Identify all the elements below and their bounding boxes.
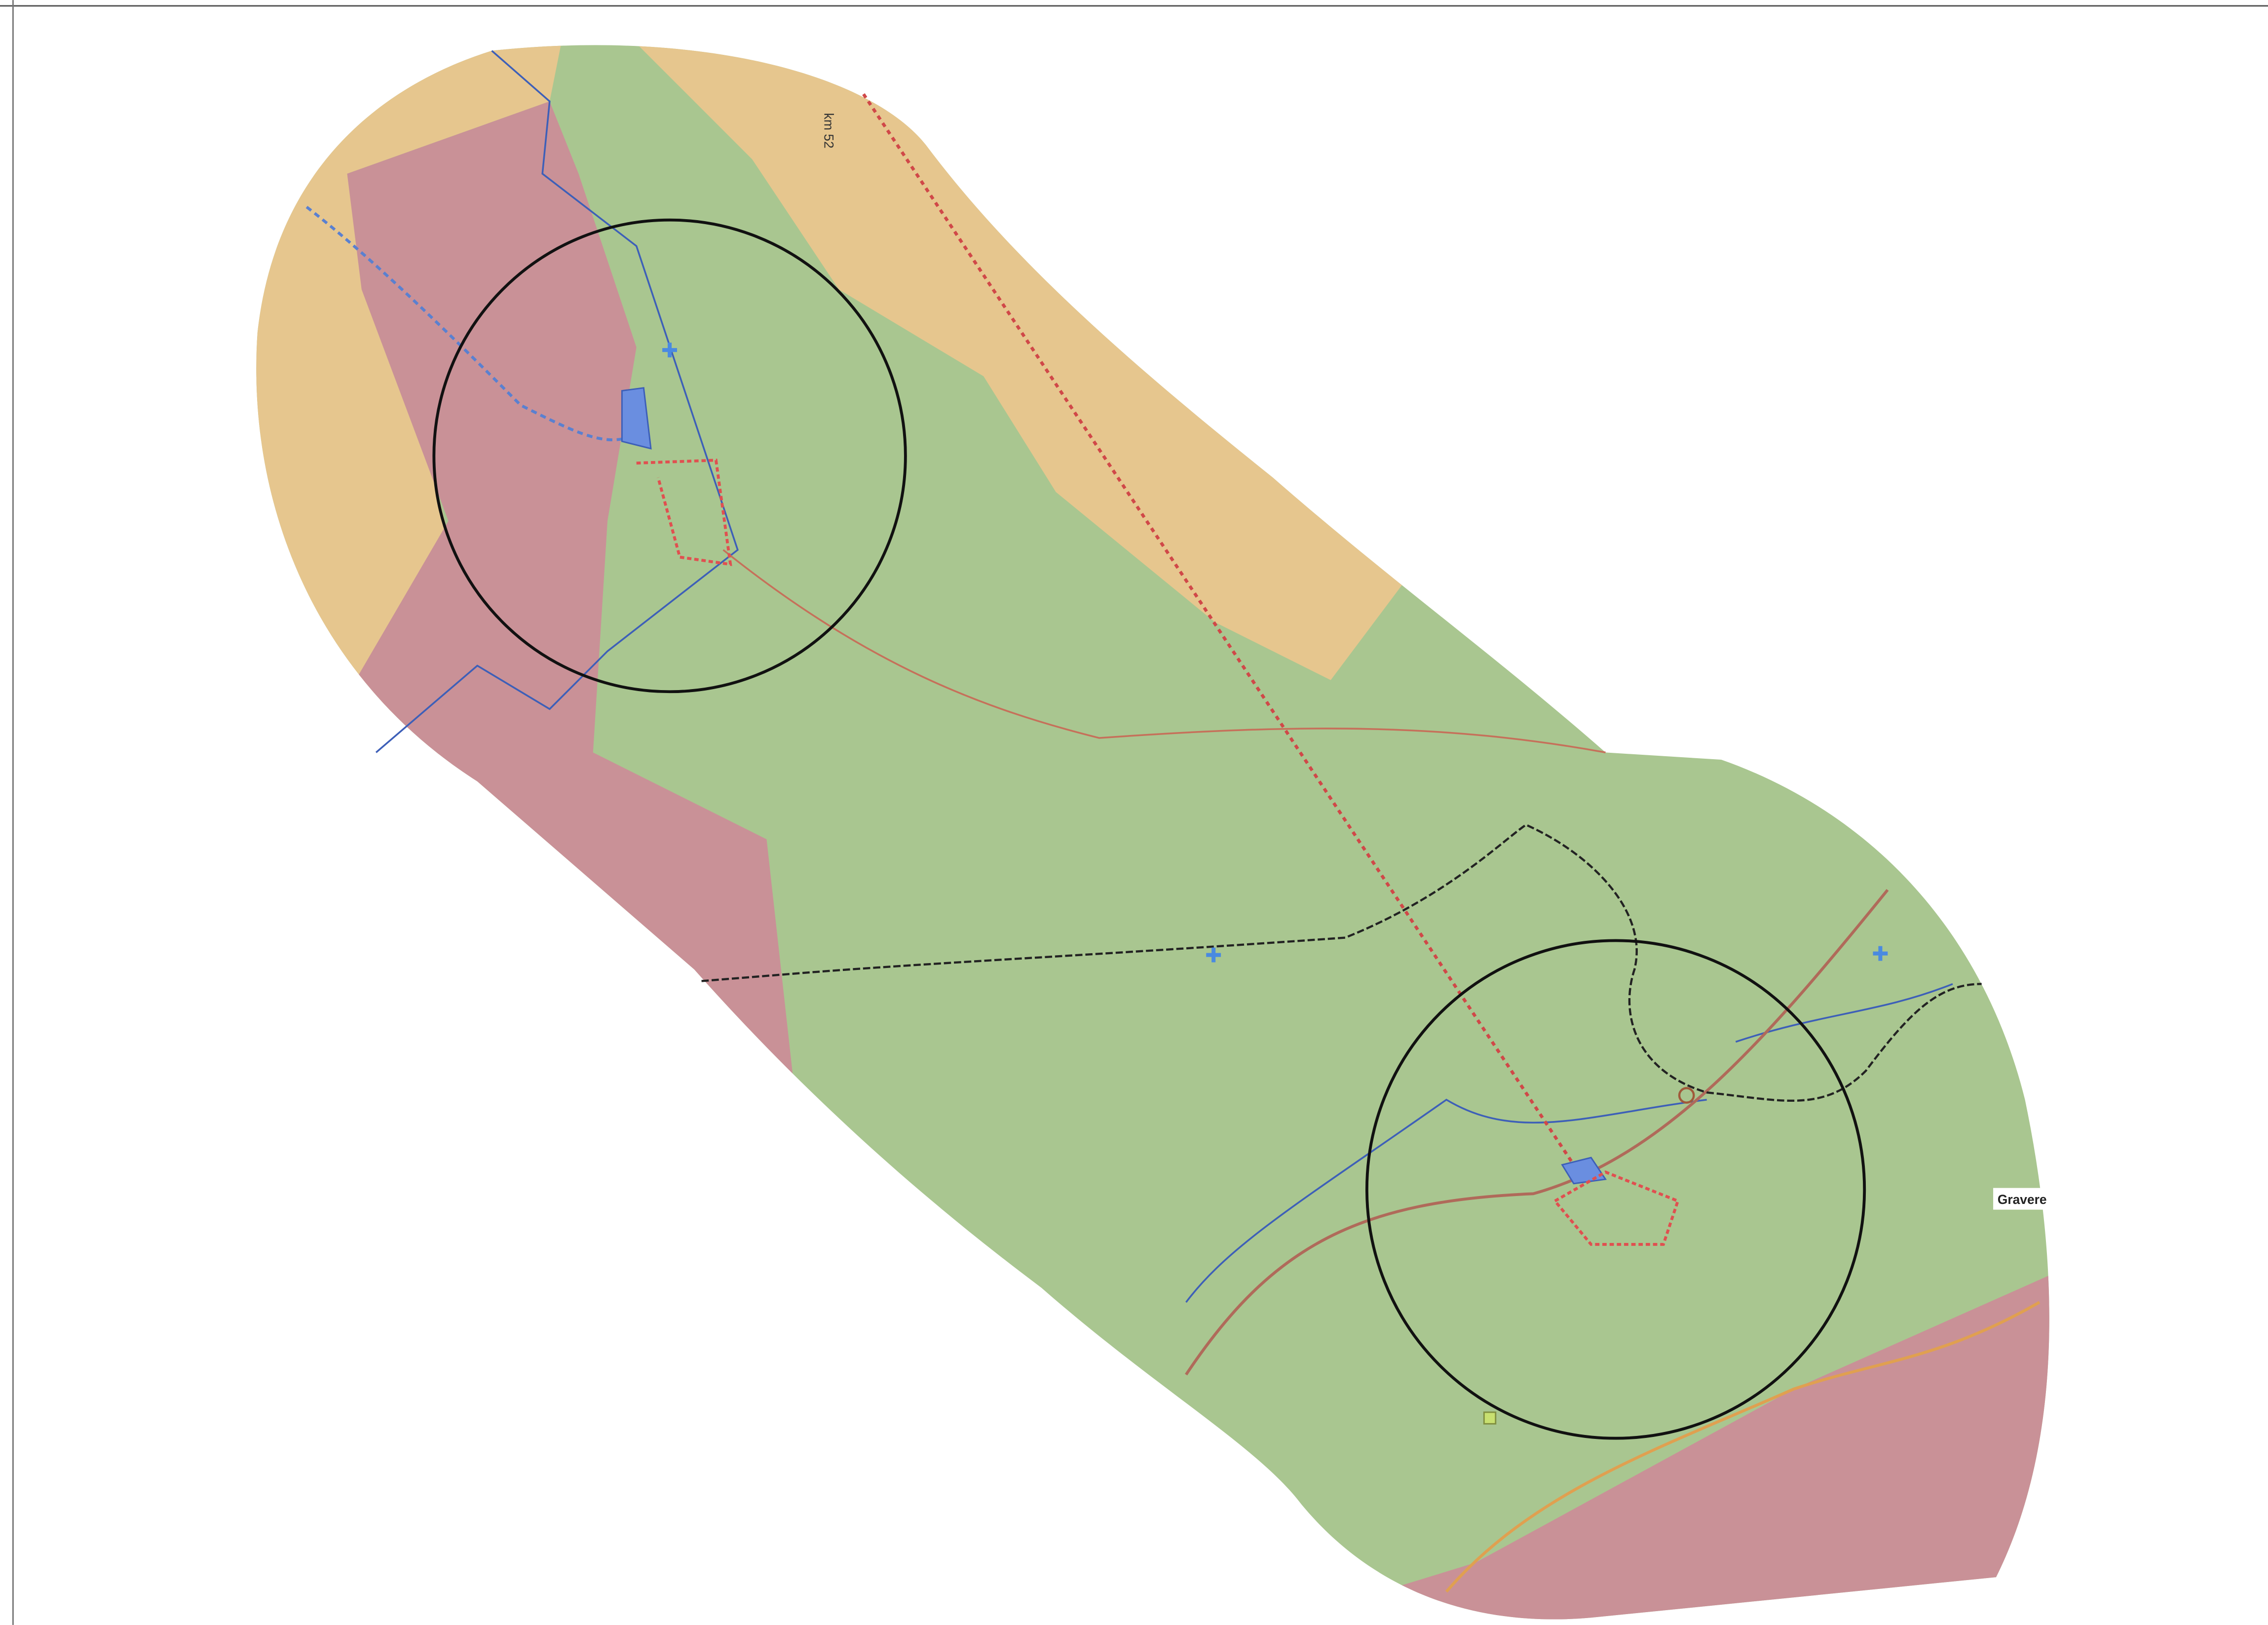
power-line: [862, 93, 1578, 1170]
place-label-bg: [1993, 1188, 2051, 1210]
place-label: Gravere: [1998, 1192, 2047, 1207]
boundary: [701, 823, 1982, 1102]
marker: ✚: [661, 339, 678, 362]
stream: [1185, 983, 1953, 1303]
orange-zone: [256, 45, 565, 753]
main-road: [1445, 1301, 2041, 1593]
site-1: [621, 387, 652, 450]
radius-circle: [432, 218, 907, 694]
road: [722, 549, 1606, 754]
highway: [1185, 889, 1889, 1376]
stream: [375, 50, 739, 753]
site-1-path: [636, 459, 732, 566]
km-marker: km 52: [822, 113, 836, 149]
marker: ✚: [1205, 944, 1222, 967]
site-2-path: [1552, 1170, 1680, 1246]
marker: ✚: [1872, 942, 1889, 965]
marker: [1678, 1087, 1695, 1104]
marker: [1483, 1411, 1497, 1425]
water-line: [305, 206, 638, 441]
orange-zone: [622, 45, 1418, 680]
red-zone: [1273, 1273, 2049, 1620]
radius-circle: [1365, 939, 1866, 1440]
